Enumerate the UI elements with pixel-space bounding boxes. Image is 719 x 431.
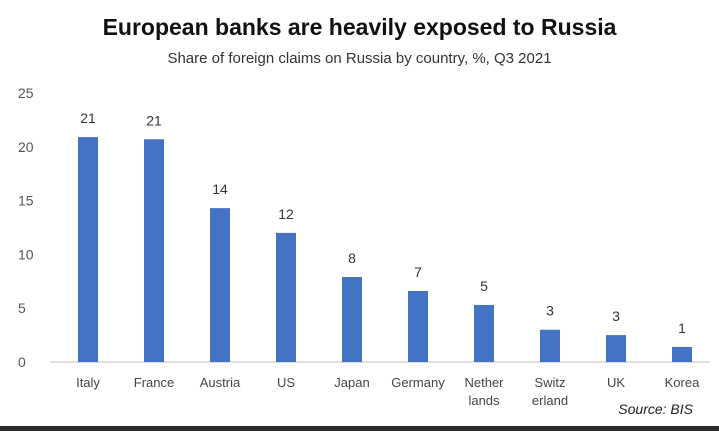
bar [606,335,626,362]
y-tick-label: 5 [18,300,26,316]
bar [276,232,296,362]
data-label: 21 [146,112,162,128]
bar [540,329,560,362]
x-tick-label: Nether lands [464,375,504,408]
x-tick-label: US [277,375,295,390]
chart-subtitle: Share of foreign claims on Russia by cou… [167,50,552,67]
chart-title: European banks are heavily exposed to Ru… [102,14,617,40]
y-tick-label: 10 [18,246,34,262]
y-tick-label: 0 [18,354,26,370]
data-label: 14 [212,181,228,197]
bar [672,346,692,362]
data-label: 3 [612,308,620,324]
bar [408,290,428,362]
bar [78,137,98,362]
x-tick-label: Switz erland [532,375,568,408]
bar [210,208,230,362]
x-tick-label: Japan [334,375,369,390]
y-tick-label: 20 [18,139,34,155]
data-label: 7 [414,264,422,280]
x-tick-label: Korea [665,375,700,390]
bar [474,304,494,362]
bar [144,139,164,362]
data-label: 1 [678,320,686,336]
bar [342,276,362,362]
data-label: 5 [480,278,488,294]
x-tick-label: France [134,375,174,390]
data-label: 8 [348,250,356,266]
source-note: Source: BIS [618,401,693,417]
x-tick-label: Italy [76,375,100,390]
x-tick-label: Germany [391,375,445,390]
data-label: 3 [546,303,554,319]
y-tick-label: 15 [18,193,34,209]
x-tick-label: UK [607,375,625,390]
data-label: 12 [278,206,294,222]
data-label: 21 [80,110,96,126]
y-tick-label: 25 [18,85,34,101]
x-tick-label: Austria [200,375,241,390]
